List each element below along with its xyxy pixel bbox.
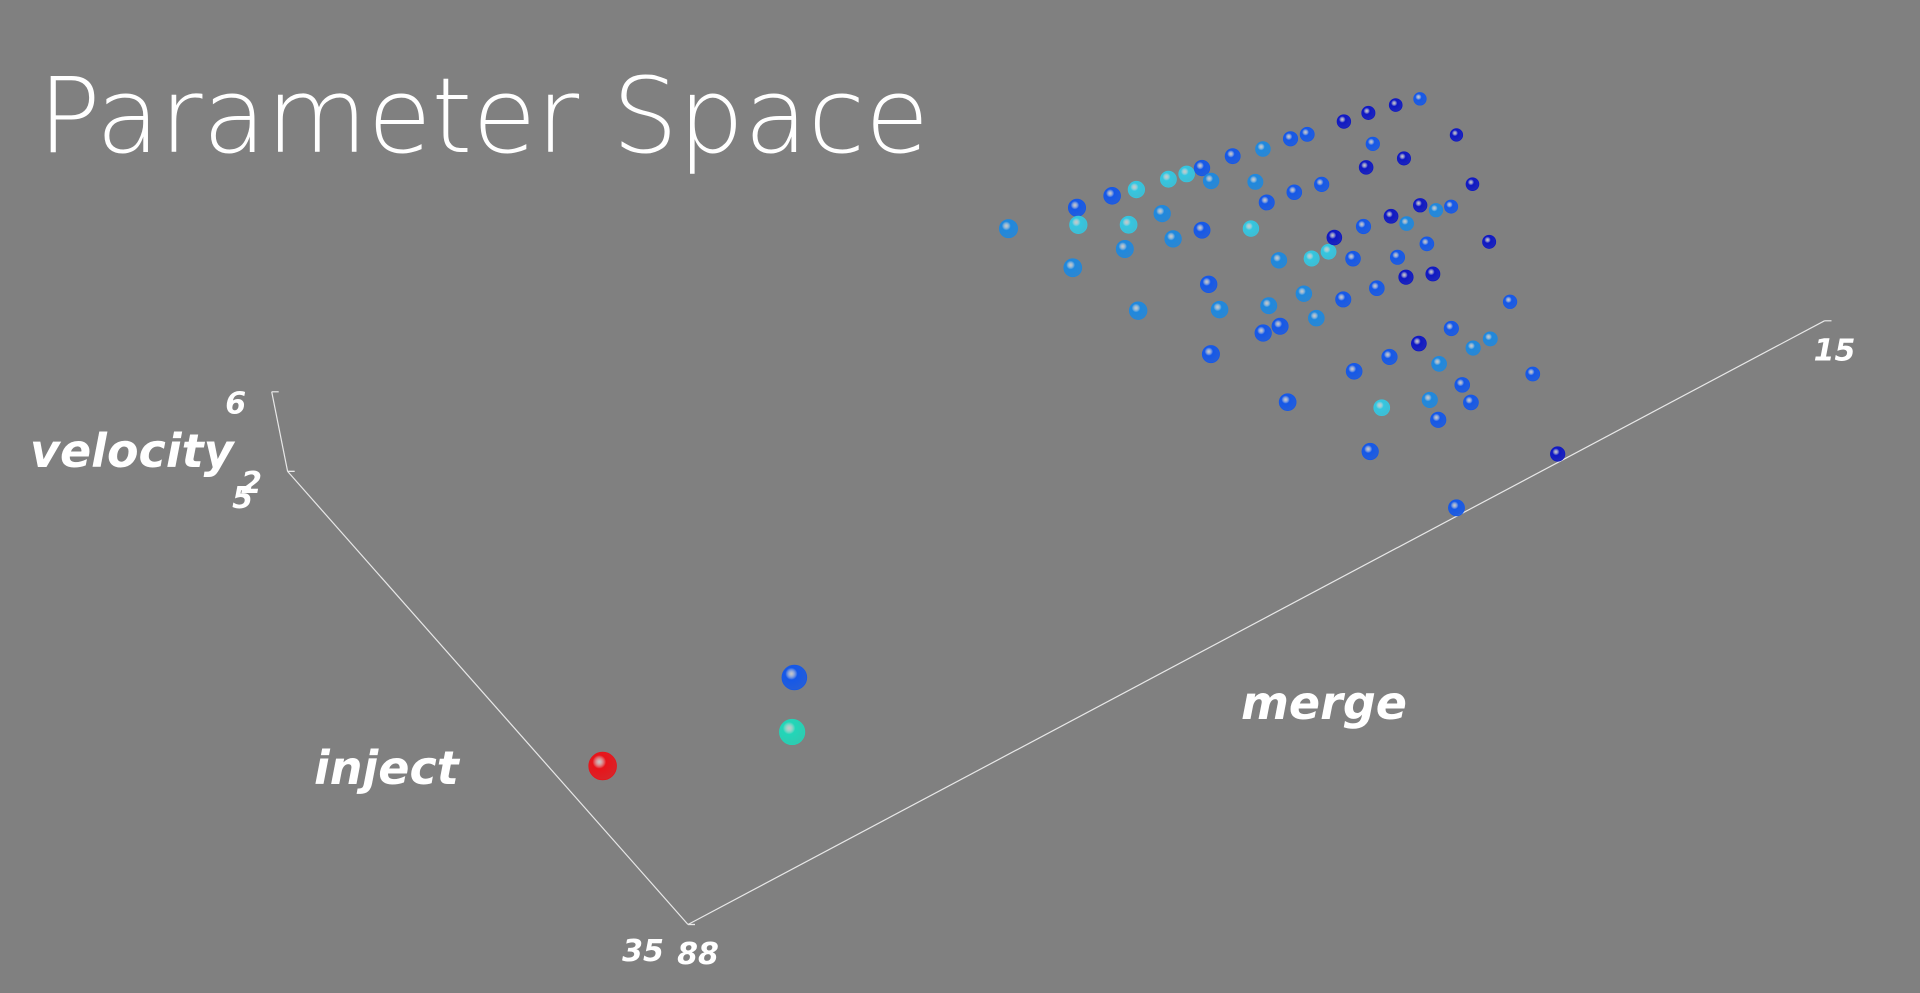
tick-label: 2 bbox=[241, 466, 262, 501]
data-point bbox=[588, 751, 617, 781]
data-point bbox=[1201, 345, 1220, 364]
data-point bbox=[1320, 243, 1337, 260]
data-point bbox=[1335, 291, 1352, 308]
chart-title: Parameter Space bbox=[38, 55, 929, 177]
data-point bbox=[1242, 220, 1260, 237]
data-point bbox=[1128, 301, 1148, 320]
data-point bbox=[1247, 173, 1264, 190]
axes: 88 15 35 52 6 bbox=[225, 320, 1856, 972]
data-point bbox=[1115, 239, 1134, 258]
data-point bbox=[781, 664, 808, 691]
data-point bbox=[1295, 285, 1313, 302]
data-point bbox=[1103, 186, 1121, 205]
data-point bbox=[1193, 159, 1211, 177]
data-point bbox=[1067, 198, 1087, 217]
data-point bbox=[1193, 221, 1211, 239]
data-point bbox=[1210, 300, 1229, 319]
data-point bbox=[1326, 229, 1343, 246]
data-point bbox=[1286, 184, 1303, 201]
data-point bbox=[1303, 250, 1320, 267]
data-point bbox=[1127, 180, 1146, 199]
data-point bbox=[1358, 160, 1374, 175]
data-point bbox=[1413, 92, 1427, 106]
data-point bbox=[1345, 362, 1363, 380]
data-point bbox=[1381, 348, 1398, 365]
data-point bbox=[1425, 266, 1441, 282]
points bbox=[588, 92, 1566, 781]
data-point bbox=[998, 219, 1019, 239]
y-axis-title: inject bbox=[314, 741, 461, 795]
data-point bbox=[1482, 234, 1497, 249]
data-point bbox=[1502, 294, 1518, 309]
data-point bbox=[1383, 208, 1399, 224]
data-point bbox=[1202, 172, 1220, 190]
tick-label: 88 bbox=[677, 937, 719, 972]
data-point bbox=[1119, 215, 1138, 234]
data-point bbox=[1444, 199, 1459, 214]
data-point bbox=[1369, 280, 1385, 297]
data-point bbox=[779, 718, 806, 746]
data-point bbox=[1178, 165, 1195, 183]
data-point bbox=[1361, 442, 1379, 461]
data-point bbox=[1443, 320, 1459, 337]
data-point bbox=[1069, 215, 1088, 234]
data-point bbox=[1260, 297, 1278, 315]
tick-label: 15 bbox=[1814, 333, 1856, 368]
tick-label: 6 bbox=[225, 386, 246, 421]
data-point bbox=[1299, 126, 1315, 142]
data-point bbox=[1314, 176, 1330, 192]
data-point bbox=[1454, 377, 1471, 393]
data-point bbox=[1396, 151, 1411, 166]
data-point bbox=[1224, 148, 1241, 165]
tick-label: 35 bbox=[622, 934, 664, 969]
data-point bbox=[1449, 128, 1464, 142]
data-point bbox=[1345, 250, 1361, 267]
data-point bbox=[1258, 194, 1275, 211]
data-point bbox=[1411, 335, 1427, 352]
data-point bbox=[1336, 114, 1352, 129]
data-point bbox=[1365, 136, 1380, 152]
data-point bbox=[1278, 393, 1297, 411]
data-point bbox=[1419, 236, 1435, 252]
z-axis-title: velocity bbox=[30, 424, 236, 478]
data-point bbox=[1550, 446, 1566, 462]
data-point bbox=[1271, 317, 1289, 335]
data-point bbox=[1355, 218, 1372, 235]
data-point bbox=[1525, 366, 1541, 382]
data-point bbox=[1373, 399, 1391, 417]
tick-label: 5 bbox=[232, 481, 253, 516]
data-point bbox=[1482, 331, 1498, 347]
data-point bbox=[1270, 252, 1288, 269]
data-point bbox=[1413, 198, 1428, 213]
data-point bbox=[1160, 170, 1177, 188]
data-point bbox=[1448, 499, 1465, 517]
data-point bbox=[1199, 275, 1218, 294]
data-point bbox=[1063, 258, 1083, 278]
x-axis-title: merge bbox=[1241, 676, 1407, 730]
data-point bbox=[1255, 141, 1271, 157]
data-point bbox=[1465, 177, 1480, 191]
data-point bbox=[1282, 131, 1299, 147]
data-point bbox=[1164, 230, 1182, 248]
data-point bbox=[1388, 98, 1403, 112]
data-point bbox=[1421, 391, 1438, 408]
z-axis-line bbox=[271, 391, 289, 472]
data-point bbox=[1153, 204, 1171, 223]
data-point bbox=[1399, 216, 1414, 231]
data-point bbox=[1431, 356, 1447, 372]
data-point bbox=[1465, 340, 1481, 356]
y-axis-line bbox=[287, 471, 689, 925]
data-point bbox=[1428, 203, 1444, 218]
data-point bbox=[1463, 394, 1479, 411]
data-point bbox=[1308, 309, 1325, 327]
x-axis-line bbox=[687, 320, 1825, 926]
data-point bbox=[1398, 269, 1414, 285]
data-point bbox=[1430, 411, 1447, 428]
data-point bbox=[1361, 105, 1376, 120]
data-point bbox=[1254, 324, 1272, 342]
data-point bbox=[1389, 249, 1406, 265]
